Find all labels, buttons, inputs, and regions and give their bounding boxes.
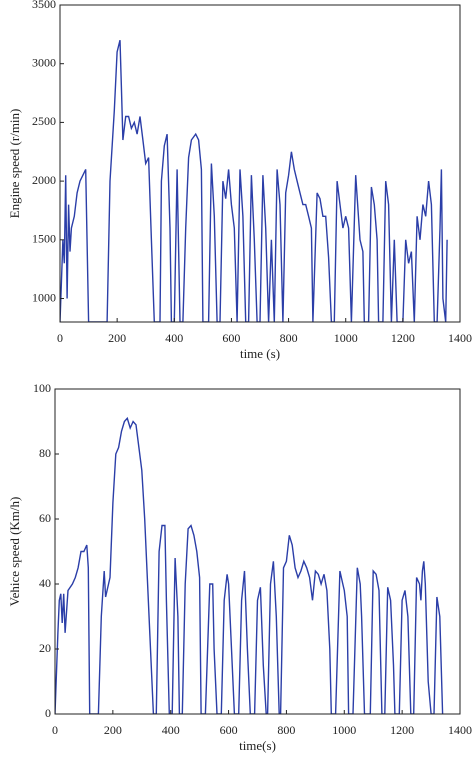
plot-frame: [59, 4, 461, 323]
y-tick-label: 0: [45, 706, 51, 720]
y-tick-label: 2000: [32, 173, 56, 187]
y-axis-label: Vehice speed (Km/h): [7, 497, 22, 607]
y-tick-label: 3500: [32, 0, 56, 11]
x-tick-label: 1200: [390, 723, 414, 737]
x-tick-label: 1400: [448, 723, 472, 737]
x-tick-label: 0: [52, 723, 58, 737]
y-tick-label: 2500: [32, 114, 56, 128]
x-tick-label: 0: [57, 331, 63, 345]
y-axis-label: Engine speed (r/min): [7, 109, 22, 219]
x-tick-label: 1000: [332, 723, 356, 737]
x-tick-label: 800: [277, 723, 295, 737]
y-tick-label: 60: [39, 511, 51, 525]
data-line: [55, 416, 444, 714]
y-tick-label: 40: [39, 576, 51, 590]
y-tick-label: 1500: [32, 232, 56, 246]
x-tick-label: 200: [108, 331, 126, 345]
y-tick-label: 80: [39, 446, 51, 460]
y-tick-label: 100: [33, 381, 51, 395]
x-tick-label: 200: [104, 723, 122, 737]
x-tick-label: 600: [222, 331, 240, 345]
x-tick-label: 600: [220, 723, 238, 737]
x-tick-label: 800: [280, 331, 298, 345]
x-tick-label: 1200: [391, 331, 415, 345]
x-axis-label: time (s): [240, 346, 280, 361]
x-tick-label: 400: [162, 723, 180, 737]
data-line: [60, 40, 448, 322]
y-tick-label: 1000: [32, 290, 56, 304]
y-tick-label: 20: [39, 641, 51, 655]
x-tick-label: 400: [165, 331, 183, 345]
x-tick-label: 1000: [334, 331, 358, 345]
plot-frame: [54, 388, 461, 715]
x-tick-label: 1400: [448, 331, 472, 345]
x-axis-label: time(s): [239, 738, 276, 753]
y-tick-label: 3000: [32, 55, 56, 69]
